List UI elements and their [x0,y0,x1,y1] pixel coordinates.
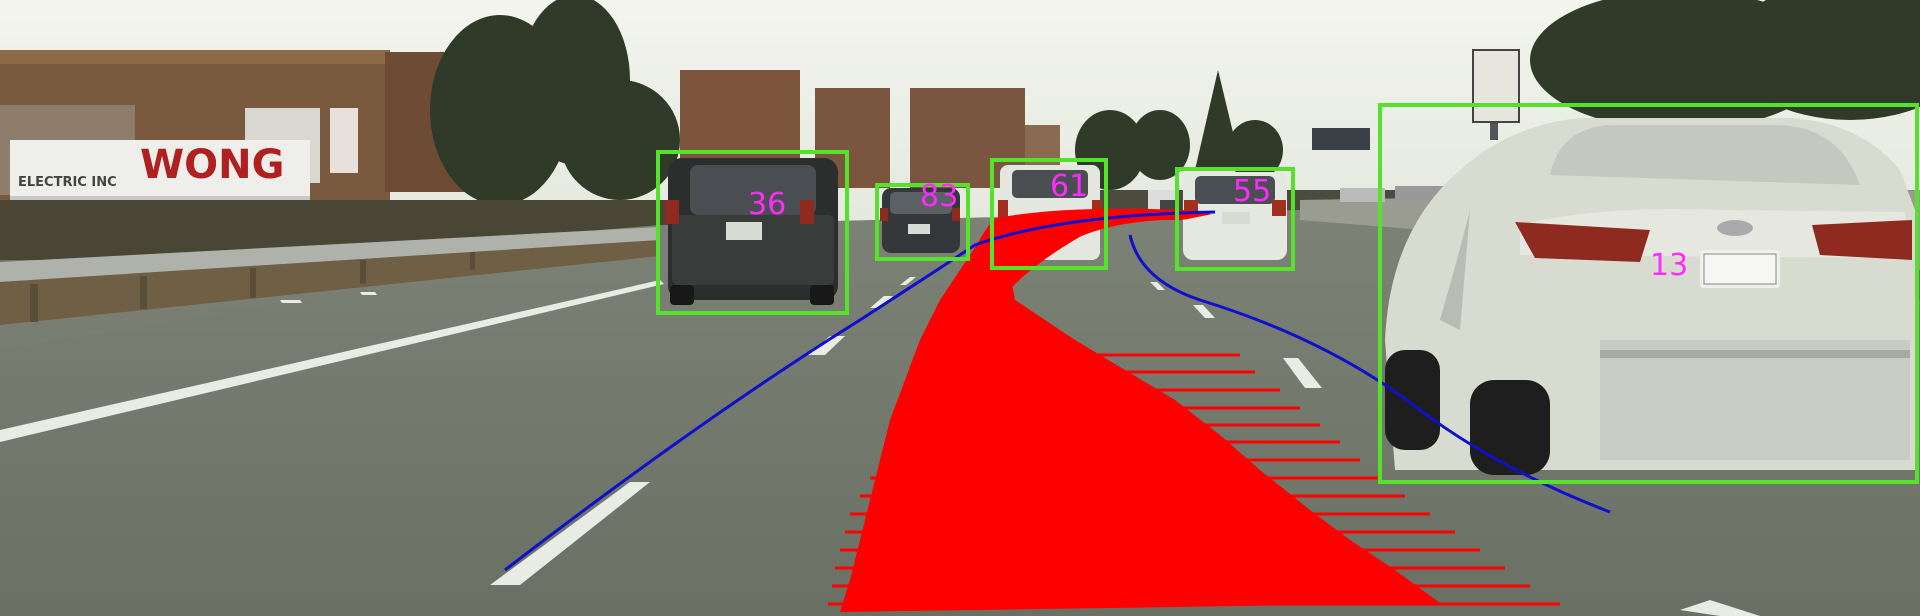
lane-line-left [504,210,1216,572]
track-id-label: 83 [920,179,959,214]
billboard [330,108,358,173]
track-id-label: 55 [1233,174,1272,209]
trailer-sign-text: WONG [140,142,284,188]
detection-box-83[interactable] [875,183,970,261]
vehicle-83 [880,188,960,253]
detection-box-55[interactable] [1175,167,1295,271]
trees [430,0,1920,205]
guardrail-posts [30,252,475,322]
truck-trailer [10,140,310,205]
track-id-label: 13 [1650,248,1689,283]
detection-box-13[interactable] [1378,103,1919,484]
detection-box-36[interactable] [656,150,849,315]
track-id-label: 61 [1050,169,1089,204]
vehicle-36 [665,158,838,305]
highway-sign [1472,49,1520,123]
lane-line-right [1128,234,1611,514]
lane-markings [0,277,1760,616]
distant-billboard [1312,128,1370,150]
detection-box-61[interactable] [990,158,1108,270]
guardrail [0,227,660,282]
predicted-path [828,208,1560,612]
vehicle-13 [1385,118,1915,475]
track-id-label: 36 [748,187,787,222]
trailer-sign-subtext: ELECTRIC INC [18,175,117,190]
